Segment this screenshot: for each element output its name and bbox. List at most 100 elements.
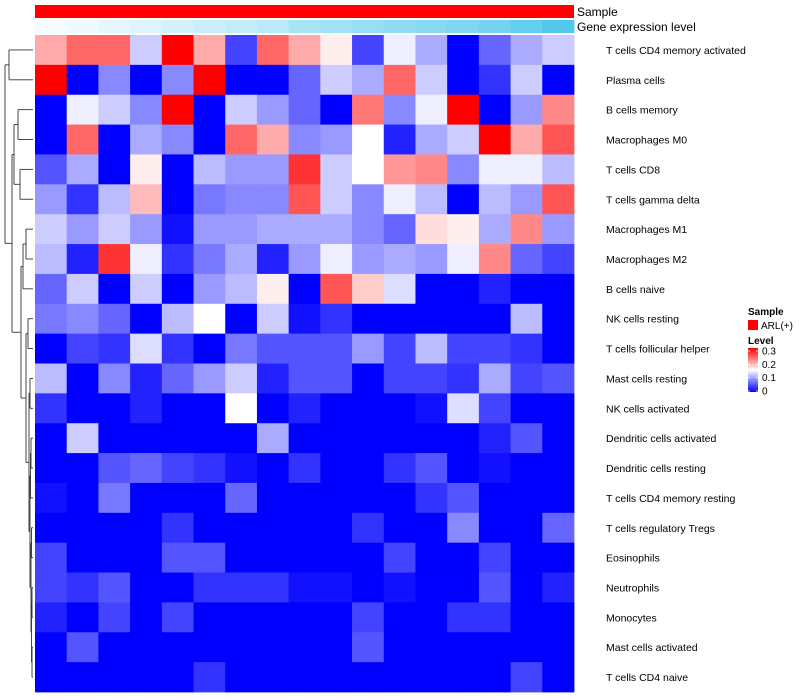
heatmap-cell xyxy=(256,303,290,335)
heatmap-cell xyxy=(130,273,163,305)
row-dendrogram xyxy=(4,49,33,678)
heatmap-cell xyxy=(352,244,385,275)
heatmap-cell xyxy=(35,542,68,573)
row-label: Mast cells activated xyxy=(606,642,698,654)
heatmap-cell xyxy=(415,542,448,573)
heatmap-cell xyxy=(130,542,163,573)
heatmap-cell xyxy=(383,154,416,185)
row-label: Plasma cells xyxy=(606,75,665,87)
heatmap-cell xyxy=(320,244,353,275)
row-label: Macrophages M1 xyxy=(606,224,687,236)
heatmap-cell xyxy=(415,482,448,514)
heatmap-cell xyxy=(415,363,448,394)
heatmap-cell xyxy=(320,453,353,484)
heatmap-cell xyxy=(478,214,511,245)
heatmap-cell xyxy=(447,244,480,275)
row-label: T cells gamma delta xyxy=(606,194,700,206)
heatmap-cell xyxy=(256,572,290,603)
heatmap-cell xyxy=(98,572,131,603)
sample-annotation-bar xyxy=(35,5,574,18)
heatmap-cell xyxy=(320,184,353,215)
row-label: Monocytes xyxy=(606,612,657,624)
heatmap-cell xyxy=(352,273,385,305)
heatmap-cell xyxy=(478,393,511,424)
heatmap-cell xyxy=(383,632,416,663)
row-label: NK cells activated xyxy=(606,403,690,415)
heatmap-cell xyxy=(320,423,353,454)
heatmap-cell xyxy=(478,662,511,693)
heatmap-cell xyxy=(542,184,575,215)
expression-annotation-cell xyxy=(256,20,290,33)
heatmap-cell xyxy=(225,64,258,96)
heatmap-cell xyxy=(66,244,99,275)
heatmap-cell xyxy=(510,244,543,275)
heatmap-cell xyxy=(256,363,290,394)
heatmap-cell xyxy=(193,154,226,185)
heatmap-cell xyxy=(320,393,353,424)
heatmap-cell xyxy=(383,363,416,394)
row-label: Macrophages M2 xyxy=(606,254,687,266)
heatmap-cell xyxy=(225,542,258,573)
heatmap-cell xyxy=(447,512,480,544)
heatmap-cell xyxy=(161,662,194,693)
heatmap-cell xyxy=(161,602,194,633)
heatmap-cell xyxy=(447,35,480,66)
heatmap-cell xyxy=(383,572,416,603)
heatmap-cell xyxy=(352,453,385,484)
top-annotations: Sample Gene expression level xyxy=(35,5,696,34)
heatmap-cell xyxy=(288,244,321,275)
heatmap-cell xyxy=(66,602,99,633)
heatmap-cell xyxy=(161,94,194,125)
heatmap-cell xyxy=(352,423,385,454)
heatmap-cell xyxy=(447,423,480,454)
heatmap-cell xyxy=(415,214,448,245)
heatmap-cell xyxy=(225,303,258,335)
heatmap-cell xyxy=(510,64,543,96)
heatmap-cell xyxy=(161,273,194,305)
expression-annotation-label: Gene expression level xyxy=(577,20,696,34)
heatmap-cell xyxy=(130,124,163,155)
heatmap-cell xyxy=(256,244,290,275)
heatmap-cell xyxy=(510,453,543,484)
heatmap-cell xyxy=(447,124,480,155)
heatmap-cell xyxy=(35,303,68,335)
heatmap-cell xyxy=(510,512,543,544)
heatmap-cell xyxy=(478,453,511,484)
heatmap-cell xyxy=(542,214,575,245)
heatmap-cell xyxy=(383,124,416,155)
heatmap-cell xyxy=(130,393,163,424)
heatmap-cell xyxy=(193,244,226,275)
heatmap-cell xyxy=(130,184,163,215)
heatmap-cell xyxy=(98,154,131,185)
heatmap-cell xyxy=(130,512,163,544)
legend-level-tick-label: 0 xyxy=(762,387,768,398)
heatmap-cell xyxy=(161,512,194,544)
expression-annotation-cell xyxy=(225,20,258,33)
heatmap-cell xyxy=(542,423,575,454)
heatmap-cell xyxy=(383,482,416,514)
heatmap-cell xyxy=(225,453,258,484)
heatmap-cell xyxy=(542,94,575,125)
heatmap-cell xyxy=(320,333,353,364)
heatmap-cell xyxy=(130,35,163,66)
heatmap-cell xyxy=(193,602,226,633)
heatmap-cell xyxy=(478,244,511,275)
heatmap-cell xyxy=(320,662,353,693)
heatmap-cell xyxy=(130,423,163,454)
heatmap-cell xyxy=(66,184,99,215)
row-label: Mast cells resting xyxy=(606,373,687,385)
expression-annotation-cell xyxy=(98,20,131,33)
heatmap-cell xyxy=(510,482,543,514)
heatmap-cell xyxy=(352,363,385,394)
heatmap-cell xyxy=(320,363,353,394)
heatmap-cell xyxy=(66,542,99,573)
heatmap-cell xyxy=(447,482,480,514)
heatmap-cell xyxy=(225,512,258,544)
heatmap-cell xyxy=(256,214,290,245)
heatmap-cell xyxy=(352,333,385,364)
heatmap-cell xyxy=(288,154,321,185)
heatmap-cell xyxy=(225,602,258,633)
heatmap-cell xyxy=(98,662,131,693)
heatmap-cell xyxy=(35,94,68,125)
heatmap-cell xyxy=(288,512,321,544)
